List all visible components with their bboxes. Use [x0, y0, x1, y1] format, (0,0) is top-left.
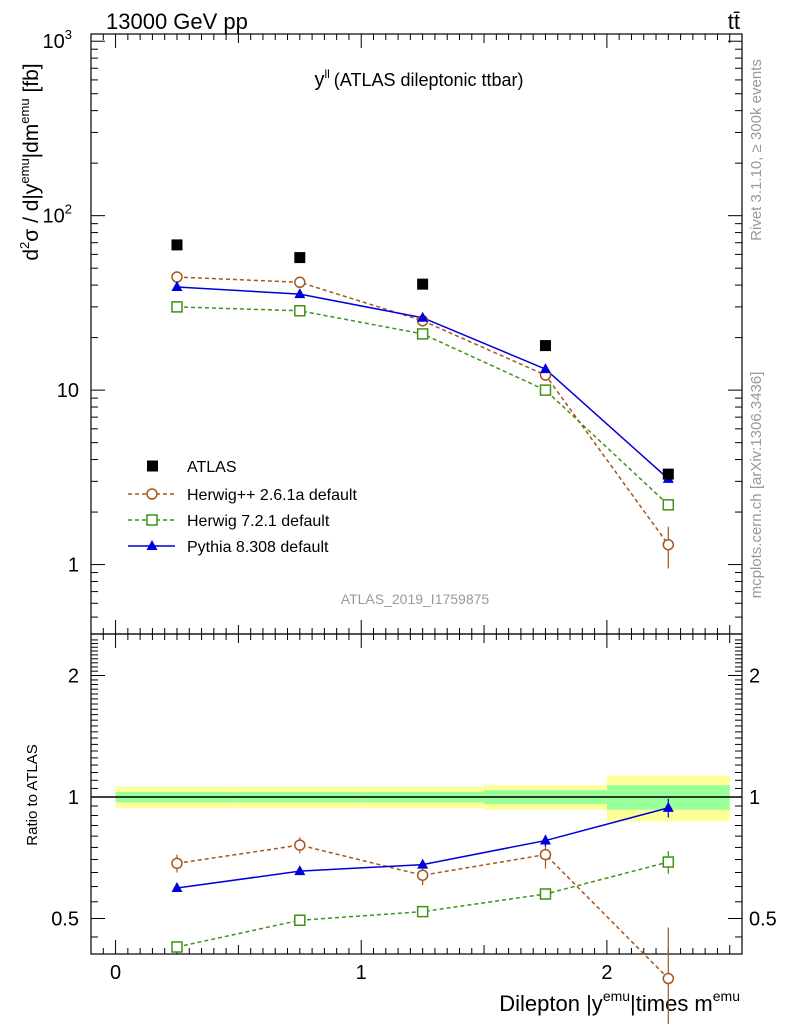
ratio-point [171, 882, 183, 893]
data-markers [171, 239, 675, 1024]
ratio-tick-label: 2 [68, 666, 79, 688]
series-point [171, 271, 183, 283]
rivet-version-label: Rivet 3.1.10, ≥ 300k events [748, 59, 765, 241]
analysis-id-label: ATLAS_2019_I1759875 [341, 591, 490, 607]
ratio-point [539, 888, 552, 900]
x-tick-label: 0 [110, 962, 121, 984]
ratio-axis-title: Ratio to ATLAS [24, 744, 41, 845]
ratio-point [417, 858, 429, 869]
data-point [417, 278, 429, 290]
x-tick-label: 2 [601, 962, 612, 984]
ratio-point [171, 857, 183, 870]
mcplots-label: mcplots.cern.ch [arXiv:1306.3436] [748, 372, 765, 599]
y-tick-label: 10 [57, 380, 79, 402]
plot-frames [90, 33, 743, 955]
ratio-point [416, 869, 429, 881]
legend-label: Pythia 8.308 default [187, 539, 329, 556]
y-tick-label: 102 [43, 202, 72, 228]
data-point [294, 252, 306, 264]
ratio-point [294, 865, 306, 876]
x-axis-title: Dilepton |yemu|times memu [499, 988, 740, 1016]
y-axis-title: d2σ / d|yemu|dmemu [fb] [17, 63, 43, 260]
ratio-tick-label-right: 0.5 [749, 909, 777, 931]
ratio-point [416, 905, 429, 918]
series-point [539, 384, 552, 396]
y-tick-label: 1 [68, 555, 79, 577]
data-point [171, 239, 183, 251]
ratio-tick-label: 1 [68, 787, 79, 809]
series-line [176, 276, 669, 546]
legend-label: Herwig 7.2.1 default [187, 513, 330, 530]
energy-label: 13000 GeV pp [106, 9, 248, 34]
ratio-tick-label-right: 2 [749, 666, 760, 688]
series-point [662, 499, 675, 511]
legend: ATLAS Herwig++ 2.6.1a default Herwig 7.2.1… [128, 459, 357, 556]
ratio-point [294, 914, 306, 927]
legend-marker [146, 540, 158, 550]
plot-title: yll (ATLAS dileptonic ttbar) [314, 67, 523, 91]
ratio-plot-frame [90, 633, 743, 955]
series-point [662, 538, 675, 551]
legend-marker [146, 488, 158, 500]
ratio-point [662, 801, 674, 812]
legend-marker [146, 514, 158, 526]
series-point [171, 281, 183, 292]
ratio-tick-label-right: 1 [749, 787, 760, 809]
ratio-point [662, 972, 675, 985]
series-point [416, 328, 429, 340]
series-point [539, 363, 551, 374]
legend-label-atlas: ATLAS [187, 459, 237, 476]
ratio-point [294, 839, 306, 851]
series-point [294, 305, 306, 317]
y-tick-label: 103 [43, 27, 72, 53]
data-point [662, 468, 674, 480]
series-point [294, 276, 306, 289]
x-tick-label: 1 [356, 962, 367, 984]
data-point [539, 340, 551, 352]
legend-label: Herwig++ 2.6.1a default [187, 487, 357, 504]
series-point [417, 311, 429, 322]
series-point [294, 288, 306, 299]
ratio-point [539, 848, 552, 861]
axis-ticks: 0 1 2 1 10 102 103 0.5 0.5 1 1 2 2 [43, 27, 777, 984]
ratio-point [171, 941, 183, 953]
series-point [171, 301, 183, 313]
ratio-tick-label: 0.5 [51, 909, 79, 931]
process-label: tt̄ [728, 9, 740, 34]
legend-marker-atlas [147, 460, 158, 472]
ratio-point [539, 834, 551, 845]
ratio-point [662, 856, 675, 868]
